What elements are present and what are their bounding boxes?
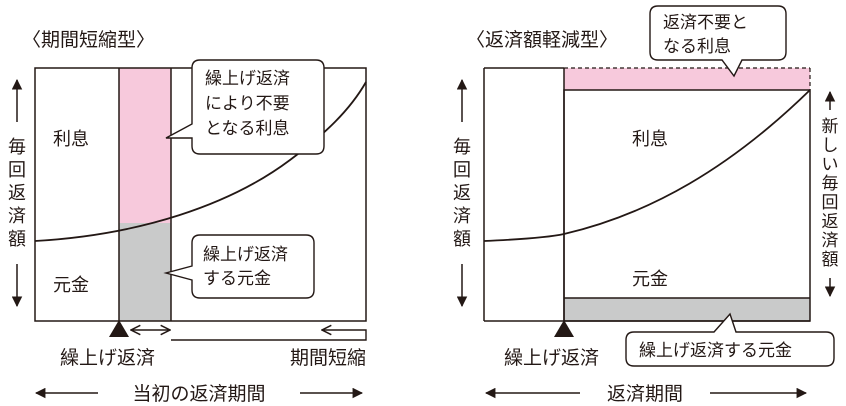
svg-text:回: 回 (453, 160, 471, 181)
svg-text:となる利息: となる利息 (205, 119, 290, 139)
svg-text:する元金: する元金 (203, 269, 271, 289)
right-boundary-curve (483, 89, 811, 242)
svg-text:毎: 毎 (8, 137, 26, 158)
left-boundary-curve (34, 81, 367, 242)
left-prepay-label: 繰上げ返済 (60, 347, 155, 369)
right-principal-label: 元金 (632, 269, 668, 290)
right-callout-saved-interest: 返済不要と なる利息 (649, 5, 787, 78)
svg-text:済: 済 (453, 206, 471, 227)
right-prepay-triangle (554, 320, 574, 337)
left-callout-prepaid-principal: 繰上げ返済 する元金 (163, 234, 315, 299)
svg-text:毎: 毎 (453, 137, 471, 158)
right-callout-prepaid-principal: 繰上げ返済する元金 (625, 312, 835, 367)
left-saved-interest-area (119, 68, 171, 223)
left-title: 〈期間短縮型〉 (22, 29, 155, 51)
svg-text:返: 返 (822, 212, 839, 232)
left-shorten-label: 期間短縮 (290, 347, 366, 369)
left-shorten-bracket (171, 330, 367, 341)
right-vertical-label-left: 毎 回 返 済 額 (453, 137, 471, 250)
right-saved-interest-area (564, 68, 810, 90)
right-new-payment-frame (563, 89, 811, 322)
right-prepay-label: 繰上げ返済 (504, 347, 599, 369)
svg-text:なる利息: なる利息 (663, 37, 731, 57)
svg-text:回: 回 (8, 160, 26, 181)
right-prepaid-principal-area (564, 298, 810, 321)
svg-text:額: 額 (8, 229, 26, 250)
left-prepay-triangle (109, 320, 129, 337)
right-period-label: 返済期間 (607, 383, 683, 405)
left-period-label: 当初の返済期間 (132, 383, 265, 405)
svg-text:し: し (822, 136, 839, 156)
left-interest-label: 利息 (53, 129, 89, 150)
svg-text:い: い (822, 155, 839, 175)
right-panel: 〈返済額軽減型〉 毎 回 返 済 額 新 し い 毎 (453, 5, 839, 405)
svg-text:繰上げ返済: 繰上げ返済 (205, 69, 290, 89)
svg-text:返済不要と: 返済不要と (663, 13, 748, 33)
svg-text:繰上げ返済: 繰上げ返済 (203, 245, 288, 265)
left-prepaid-principal-area (119, 223, 171, 321)
svg-text:済: 済 (822, 231, 839, 251)
svg-text:返: 返 (8, 183, 26, 204)
svg-text:額: 額 (453, 229, 471, 250)
left-principal-label: 元金 (53, 275, 89, 296)
right-interest-label: 利息 (632, 129, 668, 150)
svg-text:繰上げ返済する元金: 繰上げ返済する元金 (639, 341, 792, 361)
svg-text:回: 回 (822, 193, 839, 213)
left-vertical-label: 毎 回 返 済 額 (8, 137, 26, 250)
svg-text:額: 額 (822, 250, 839, 270)
svg-text:済: 済 (8, 206, 26, 227)
right-vertical-label-right: 新 し い 毎 回 返 済 額 (822, 117, 839, 270)
left-callout-saved-interest: 繰上げ返済 により不要 となる利息 (165, 59, 325, 155)
svg-text:毎: 毎 (822, 174, 839, 194)
svg-text:新: 新 (822, 117, 839, 137)
right-title: 〈返済額軽減型〉 (466, 29, 618, 51)
svg-text:返: 返 (453, 183, 471, 204)
svg-text:により不要: により不要 (205, 94, 290, 114)
left-panel: 〈期間短縮型〉 毎 回 返 済 額 利息 元金 繰上げ返済 により不要 となる利… (8, 29, 367, 405)
